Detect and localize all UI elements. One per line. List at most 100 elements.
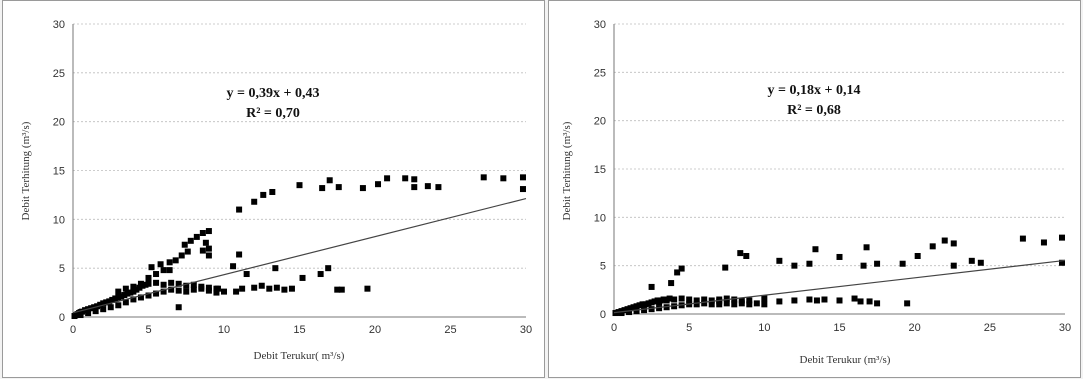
data-point-67: [851, 295, 858, 302]
data-point-107: [424, 183, 431, 190]
data-point-94: [251, 198, 258, 205]
data-point-78: [863, 244, 870, 251]
data-point-120: [214, 285, 221, 292]
data-point-6: [630, 304, 637, 311]
data-point-15: [109, 296, 116, 303]
data-point-68: [866, 298, 873, 305]
data-point-5: [627, 305, 634, 312]
data-point-73: [193, 233, 200, 240]
data-point-95: [260, 191, 267, 198]
data-point-44: [693, 297, 700, 304]
data-point-84: [950, 240, 957, 247]
data-point-37: [145, 292, 152, 299]
data-point-46: [708, 297, 715, 304]
data-point-85: [251, 284, 258, 291]
data-point-23: [133, 286, 140, 293]
data-point-29: [693, 301, 700, 308]
y-tick-label-25: 25: [53, 68, 65, 80]
y-tick-label-5: 5: [600, 261, 606, 273]
data-point-119: [299, 274, 306, 281]
data-point-60: [205, 284, 212, 291]
data-point-87: [266, 285, 273, 292]
data-point-40: [663, 297, 670, 304]
x-tick-label-0: 0: [611, 322, 617, 334]
data-point-18: [666, 295, 673, 302]
trendline-equation: y = 0,39x + 0,43: [227, 86, 320, 101]
data-point-51: [746, 297, 753, 304]
x-tick-label-5: 5: [145, 324, 151, 336]
y-tick-label-15: 15: [53, 166, 65, 178]
data-point-53: [153, 279, 160, 286]
scatter-chart-left: 0 5 10 15 20 25 30 0 5 10 15 20 25 30 y = 0,39x + 0,43…: [20, 19, 532, 362]
scatter-chart-right: 0 5 10 15 20 25 30 0 5 10 15 20 25 30 y = 0,18x + 0,14…: [561, 19, 1071, 366]
data-point-26: [142, 281, 149, 288]
x-tick-label-20: 20: [369, 324, 381, 336]
data-point-99: [326, 177, 333, 184]
data-point-24: [136, 284, 143, 291]
data-point-48: [723, 295, 730, 302]
data-point-73: [791, 262, 798, 269]
data-point-81: [166, 267, 173, 274]
trendline-equation: y = 0,18x + 0,14: [768, 83, 861, 98]
data-point-74: [806, 260, 813, 267]
data-point-14: [106, 298, 113, 305]
data-point-113: [272, 265, 279, 272]
data-point-23: [648, 306, 655, 313]
data-point-89: [281, 286, 288, 293]
data-point-101: [359, 185, 366, 192]
data-point-87: [977, 259, 984, 266]
data-point-41: [671, 296, 678, 303]
data-point-63: [806, 296, 813, 303]
data-point-80: [899, 260, 906, 267]
data-point-50: [130, 283, 137, 290]
data-point-39: [656, 299, 663, 306]
data-point-16: [660, 296, 667, 303]
data-point-60: [761, 295, 768, 302]
data-point-30: [701, 300, 708, 307]
data-point-50: [738, 297, 745, 304]
data-point-76: [202, 239, 209, 246]
data-point-66: [157, 261, 164, 268]
data-point-45: [701, 296, 708, 303]
x-tick-label-15: 15: [833, 322, 845, 334]
data-point-54: [160, 281, 167, 288]
data-point-77: [860, 262, 867, 269]
data-point-61: [776, 298, 783, 305]
r-squared-label: R² = 0,68: [787, 103, 841, 118]
y-axis-title: Debit Terhitung (m³/s): [561, 121, 573, 220]
data-point-114: [317, 271, 324, 278]
y-tick-label-0: 0: [59, 312, 65, 324]
data-point-110: [500, 175, 507, 182]
data-point-116: [334, 286, 341, 293]
data-point-36: [137, 294, 144, 301]
data-point-51: [137, 280, 144, 287]
data-point-34: [731, 301, 738, 308]
y-tick-label-0: 0: [600, 309, 606, 321]
data-point-54: [678, 265, 685, 272]
data-point-72: [776, 257, 783, 264]
data-point-10: [642, 301, 649, 308]
data-point-118: [364, 285, 371, 292]
data-point-21: [633, 308, 640, 315]
data-point-49: [122, 285, 129, 292]
y-tick-label-5: 5: [59, 263, 65, 275]
data-point-30: [92, 308, 99, 315]
data-point-46: [213, 289, 220, 296]
data-point-65: [821, 296, 828, 303]
data-point-53: [674, 269, 681, 276]
data-point-13: [651, 298, 658, 305]
data-point-88: [273, 284, 280, 291]
data-point-117: [338, 286, 345, 293]
data-point-57: [183, 282, 190, 289]
y-axis-title: Debit Terhitung (m³/s): [20, 121, 32, 220]
data-point-88: [1019, 235, 1026, 242]
y-tick-label-10: 10: [53, 214, 65, 226]
data-point-42: [678, 295, 685, 302]
x-tick-label-25: 25: [444, 324, 456, 336]
data-point-91: [1058, 259, 1065, 266]
data-point-100: [335, 184, 342, 191]
data-point-39: [160, 288, 167, 295]
data-point-12: [100, 300, 107, 307]
data-point-77: [205, 245, 212, 252]
data-point-33: [115, 302, 122, 309]
